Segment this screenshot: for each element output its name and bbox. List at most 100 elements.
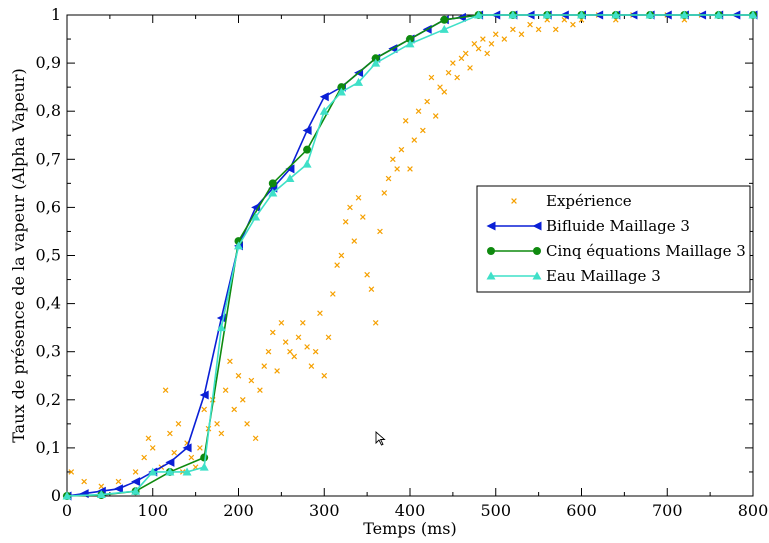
data-point <box>406 35 414 44</box>
data-point <box>508 10 518 19</box>
data-point <box>319 92 329 102</box>
data-point <box>317 310 323 317</box>
data-point <box>303 145 312 154</box>
data-point <box>390 156 396 163</box>
data-point <box>261 363 268 369</box>
data-point <box>222 387 229 394</box>
data-point <box>510 26 516 33</box>
data-point <box>475 45 482 52</box>
data-point <box>437 84 443 90</box>
x-tick-label: 500 <box>480 501 511 520</box>
data-point <box>251 212 261 221</box>
data-point <box>552 26 559 33</box>
data-point <box>471 41 478 47</box>
data-point <box>197 445 203 451</box>
data-point <box>269 329 276 336</box>
data-point <box>501 36 508 42</box>
x-tick-label: 200 <box>223 501 254 520</box>
data-point <box>171 449 178 456</box>
data-point <box>257 387 263 394</box>
data-point <box>302 159 312 168</box>
data-point <box>364 271 370 278</box>
data-point <box>371 58 381 67</box>
data-point <box>415 108 422 115</box>
data-point <box>278 320 285 326</box>
data-point <box>285 164 295 174</box>
data-point <box>445 69 452 76</box>
series-3 <box>62 10 758 500</box>
data-point <box>325 334 332 341</box>
legend-label: Expérience <box>546 192 632 210</box>
data-point <box>248 377 255 384</box>
y-axis-title: Taux de présence de la vapeur (Alpha Vap… <box>9 68 28 443</box>
y-tick-label: 0,2 <box>36 390 61 409</box>
data-point <box>131 477 141 487</box>
series-line <box>66 14 753 497</box>
data-point <box>81 478 87 485</box>
data-point <box>175 421 182 427</box>
legend-label: Bifluide Maillage 3 <box>546 217 690 235</box>
y-tick-label: 0,5 <box>36 246 61 265</box>
data-point <box>113 484 123 494</box>
data-point <box>252 435 259 442</box>
data-point <box>182 443 192 453</box>
data-point <box>285 174 295 183</box>
legend-marker <box>487 247 495 255</box>
data-point <box>354 77 364 86</box>
data-point <box>611 10 621 19</box>
data-point <box>287 348 293 355</box>
y-tick-label: 0,4 <box>36 294 61 313</box>
data-point <box>62 491 72 500</box>
data-point <box>488 41 495 47</box>
data-point <box>439 24 449 33</box>
legend-item: Cinq équations Maillage 3 <box>487 242 746 260</box>
data-point <box>371 54 380 63</box>
data-point <box>458 55 465 62</box>
data-point <box>68 469 75 475</box>
data-point <box>368 286 375 292</box>
data-point <box>402 117 409 124</box>
data-point <box>527 21 533 28</box>
data-point <box>321 372 328 379</box>
data-point <box>454 74 460 81</box>
data-point <box>141 454 147 461</box>
data-point <box>98 483 105 490</box>
x-tick-label: 400 <box>395 501 426 520</box>
data-point <box>239 396 246 403</box>
data-point <box>214 421 220 427</box>
data-point <box>199 390 209 400</box>
data-point <box>336 87 346 96</box>
data-point <box>162 387 169 394</box>
legend-label: Eau Maillage 3 <box>546 267 661 285</box>
data-point <box>302 125 312 135</box>
data-point <box>355 194 362 201</box>
data-point <box>231 406 238 413</box>
x-tick-label: 300 <box>309 501 340 520</box>
data-point <box>145 435 152 442</box>
legend-item: Expérience <box>511 192 632 210</box>
legend-item: Bifluide Maillage 3 <box>486 217 690 235</box>
x-tick-label: 100 <box>137 501 168 520</box>
data-point <box>347 204 353 211</box>
y-tick-label: 1 <box>51 5 61 24</box>
y-tick-label: 0 <box>51 486 61 505</box>
x-axis-title: Temps (ms) <box>363 519 456 538</box>
data-point <box>407 166 413 172</box>
data-point <box>377 228 383 235</box>
data-point <box>338 252 345 259</box>
data-point <box>342 219 349 225</box>
data-point <box>561 16 568 23</box>
data-point <box>201 406 208 413</box>
data-point <box>450 60 456 66</box>
legend-marker <box>532 271 542 280</box>
data-point <box>79 489 89 499</box>
x-tick-label: 600 <box>566 501 597 520</box>
data-point <box>299 320 306 326</box>
data-point <box>474 10 484 19</box>
data-point <box>282 339 289 345</box>
data-point <box>218 430 225 437</box>
data-point <box>411 137 418 143</box>
data-point <box>165 457 175 467</box>
data-point <box>165 467 175 476</box>
